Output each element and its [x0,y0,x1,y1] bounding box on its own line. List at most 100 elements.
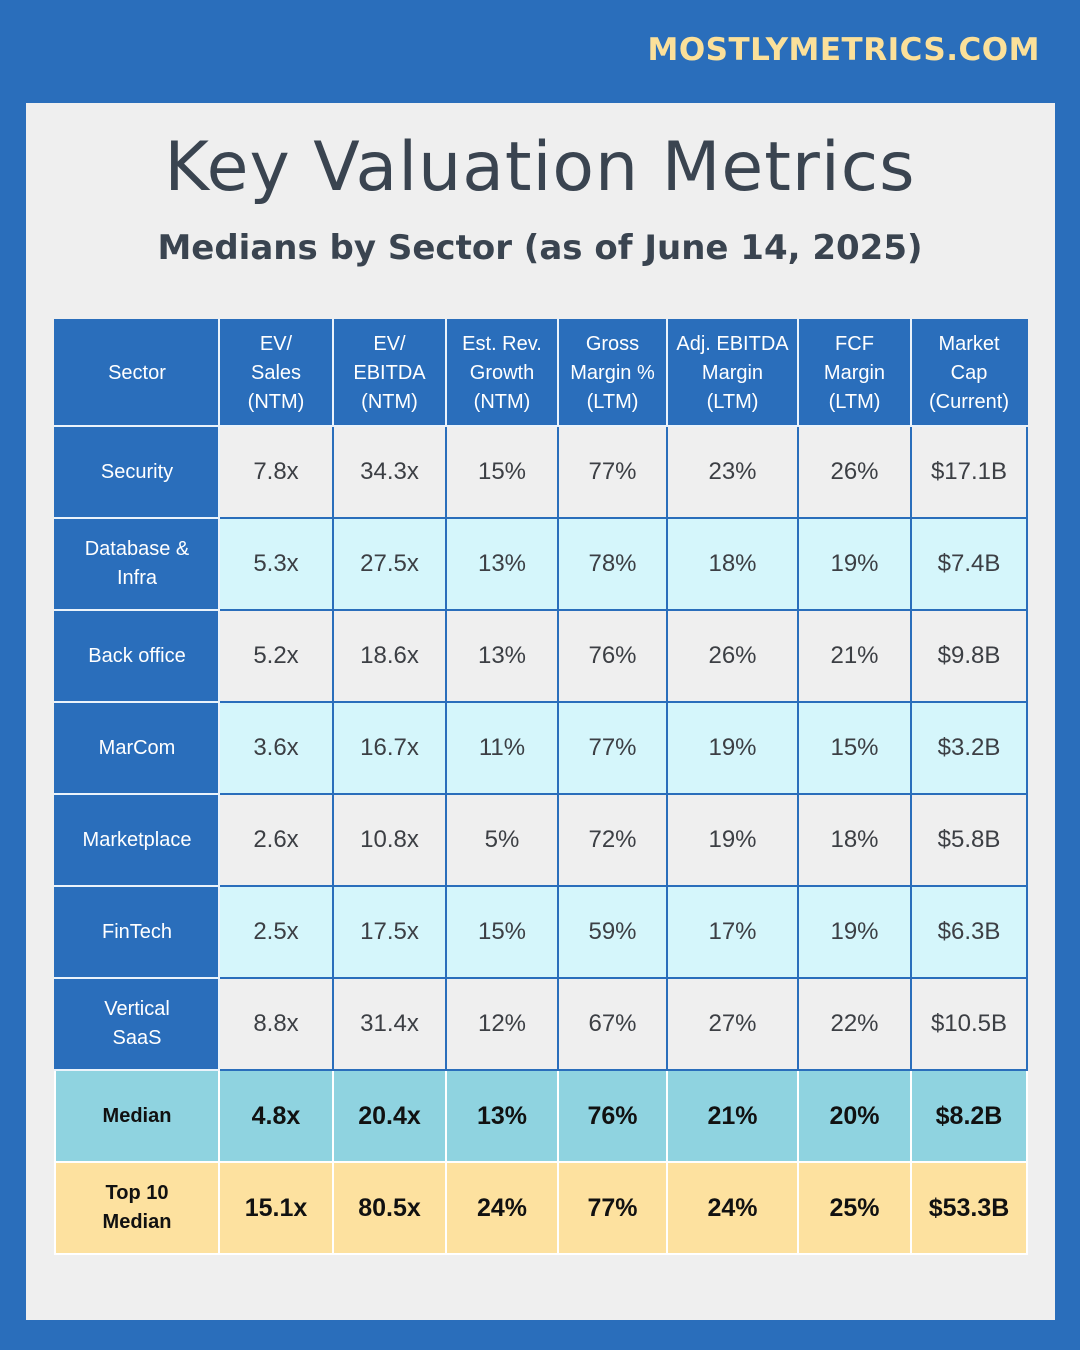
cell-ev-sales: 7.8x [218,425,334,519]
cell-ev-sales: 5.2x [218,609,334,703]
cell-text-line: (LTM) [828,390,881,413]
cell-ev-ebitda: 34.3x [332,425,447,519]
cell-adj-ebitda-margin: 19% [666,793,799,887]
cell-text-line: (Current) [928,390,1009,413]
valuation-table-container: Sector EV/Sales (NTM) EV/EBITDA (NTM) Est. Re… [54,319,1028,1255]
column-header-fcf-margin: FCF Margin (LTM) [797,319,912,427]
cell-gross-margin: 77% [557,701,668,795]
cell-fcf-margin: 19% [797,517,912,611]
cell-text-line: EV/ [259,332,293,355]
cell-fcf-margin: 22% [797,977,912,1071]
cell-rev-growth: 12% [445,977,559,1071]
cell-ev-sales: 8.8x [218,977,334,1071]
cell-gross-margin: 67% [557,977,668,1071]
cell-ev-ebitda: 18.6x [332,609,447,703]
cell-fcf-margin: 26% [797,425,912,519]
cell-text-line: (NTM) [473,390,531,413]
cell-adj-ebitda-margin: 27% [666,977,799,1071]
cell-text-line: Margin [823,361,886,384]
cell-fcf-margin: 25% [797,1161,912,1255]
cell-rev-growth: 24% [445,1161,559,1255]
cell-text-line: Margin [701,361,764,384]
cell-text-line: MarCom [98,736,176,759]
cell-text-line: Growth [469,361,535,384]
cell-ev-sales: 2.6x [218,793,334,887]
cell-market-cap: $7.4B [910,517,1028,611]
cell-rev-growth: 15% [445,885,559,979]
cell-rev-growth: 13% [445,1069,559,1163]
sector-name-cell: Back office [54,609,220,703]
column-header-adj-ebitda-margin: Adj. EBITDA Margin (LTM) [666,319,799,427]
cell-text-line: Sales [250,361,302,384]
table-row: MarCom 3.6x 16.7x 11% 77% 19% 15% $3.2B [54,701,1028,795]
cell-gross-margin: 76% [557,609,668,703]
cell-text-line: Market [938,332,1000,355]
valuation-metrics-table: Sector EV/Sales (NTM) EV/EBITDA (NTM) Est. Re… [54,319,1028,1255]
median-row-label: Median [54,1069,220,1163]
column-header-market-cap: Market Cap (Current) [910,319,1028,427]
brand-logo-text: MOSTLYMETRICS.COM [647,32,1040,68]
cell-rev-growth: 15% [445,425,559,519]
column-header-ev-sales: EV/Sales (NTM) [218,319,334,427]
cell-market-cap: $9.8B [910,609,1028,703]
cell-ev-ebitda: 27.5x [332,517,447,611]
cell-market-cap: $6.3B [910,885,1028,979]
cell-ev-ebitda: 17.5x [332,885,447,979]
cell-fcf-margin: 18% [797,793,912,887]
cell-ev-sales: 4.8x [218,1069,334,1163]
top10-median-row-label: Top 10 Median [54,1161,220,1255]
table-row: FinTech 2.5x 17.5x 15% 59% 17% 19% $6.3B [54,885,1028,979]
cell-rev-growth: 13% [445,609,559,703]
sector-name-cell: Database & Infra [54,517,220,611]
cell-text-line: Est. Rev. [462,332,542,355]
cell-text-line: Vertical [104,998,170,1020]
cell-rev-growth: 13% [445,517,559,611]
cell-market-cap: $3.2B [910,701,1028,795]
cell-adj-ebitda-margin: 19% [666,701,799,795]
cell-text-line: Back office [88,644,186,667]
cell-gross-margin: 59% [557,885,668,979]
table-row: Security 7.8x 34.3x 15% 77% 23% 26% $17.1B [54,425,1028,519]
page-title: Key Valuation Metrics [164,128,916,207]
cell-text-line: (NTM) [361,390,418,413]
cell-text-line: Security [100,460,174,483]
sector-name-cell: Marketplace [54,793,220,887]
table-row: Vertical SaaS 8.8x 31.4x 12% 67% 27% 22% $10.5B [54,977,1028,1071]
cell-text-line: SaaS [112,1027,162,1049]
cell-ev-ebitda: 80.5x [332,1161,447,1255]
cell-adj-ebitda-margin: 21% [666,1069,799,1163]
cell-text-line: EBITDA [353,361,426,384]
cell-text-line: Margin % [570,361,655,384]
table-row: Database & Infra 5.3x 27.5x 13% 78% 18% 19% $7.4… [54,517,1028,611]
column-header-gross-margin: Gross Margin % (LTM) [557,319,668,427]
cell-rev-growth: 11% [445,701,559,795]
cell-text-line: FinTech [101,920,173,943]
table-header-row: Sector EV/Sales (NTM) EV/EBITDA (NTM) Est. Re… [54,319,1028,427]
cell-ev-sales: 5.3x [218,517,334,611]
page-subtitle: Medians by Sector (as of June 14, 2025) [157,228,923,268]
cell-text-line: (NTM) [247,390,305,413]
cell-text-line: Gross [585,332,640,355]
table-row: Back office 5.2x 18.6x 13% 76% 26% 21% $9.8B [54,609,1028,703]
cell-adj-ebitda-margin: 23% [666,425,799,519]
cell-ev-sales: 3.6x [218,701,334,795]
cell-ev-sales: 15.1x [218,1161,334,1255]
sector-name-cell: MarCom [54,701,220,795]
cell-gross-margin: 78% [557,517,668,611]
cell-market-cap: $8.2B [910,1069,1028,1163]
cell-text-line: (LTM) [706,390,759,413]
cell-market-cap: $10.5B [910,977,1028,1071]
cell-fcf-margin: 15% [797,701,912,795]
cell-text-line: EV/ [373,332,406,355]
cell-rev-growth: 5% [445,793,559,887]
cell-gross-margin: 77% [557,1161,668,1255]
cell-text-line: Marketplace [82,828,192,851]
sector-name-cell: FinTech [54,885,220,979]
cell-gross-margin: 77% [557,425,668,519]
cell-gross-margin: 76% [557,1069,668,1163]
cell-ev-ebitda: 31.4x [332,977,447,1071]
cell-adj-ebitda-margin: 24% [666,1161,799,1255]
table-row: Marketplace 2.6x 10.8x 5% 72% 19% 18% $5.8B [54,793,1028,887]
column-header-ev-ebitda: EV/EBITDA (NTM) [332,319,447,427]
cell-text-line: (LTM) [586,390,639,413]
